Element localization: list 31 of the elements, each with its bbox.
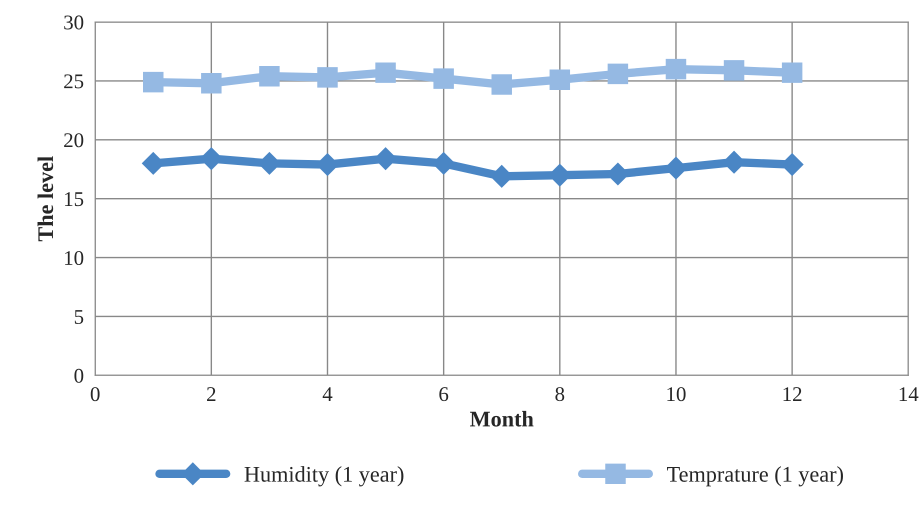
point [491, 74, 512, 95]
x-axis-title: Month [470, 410, 534, 427]
legend-label: Temprature (1 year) [667, 466, 843, 486]
point [201, 73, 222, 94]
x-tick-label: 4 [322, 387, 332, 401]
point [782, 62, 802, 83]
x-tick-label: 6 [439, 387, 448, 402]
point [433, 68, 454, 89]
y-axis-title: The level [38, 156, 54, 242]
y-tick-label: 20 [64, 133, 84, 148]
point [724, 60, 744, 81]
point [608, 64, 628, 84]
x-tick-label: 10 [667, 387, 686, 402]
point [666, 58, 686, 80]
point [317, 67, 338, 88]
x-tick-label: 14 [900, 387, 918, 401]
x-tick-label: 8 [555, 387, 564, 402]
point [259, 66, 280, 86]
point [550, 70, 570, 90]
x-tick-label: 2 [207, 387, 216, 401]
legend-label: Humidity (1 year) [244, 466, 404, 486]
y-tick-label: 25 [64, 74, 84, 88]
point [143, 72, 164, 92]
point [375, 62, 396, 83]
y-tick-label: 0 [74, 368, 84, 383]
y-tick-label: 5 [74, 310, 84, 324]
y-tick-label: 10 [65, 250, 84, 266]
y-tick-label: 15 [65, 192, 84, 206]
y-tick-label: 30 [64, 15, 84, 30]
x-tick-label: 0 [90, 387, 100, 402]
x-tick-label: 12 [784, 387, 802, 401]
